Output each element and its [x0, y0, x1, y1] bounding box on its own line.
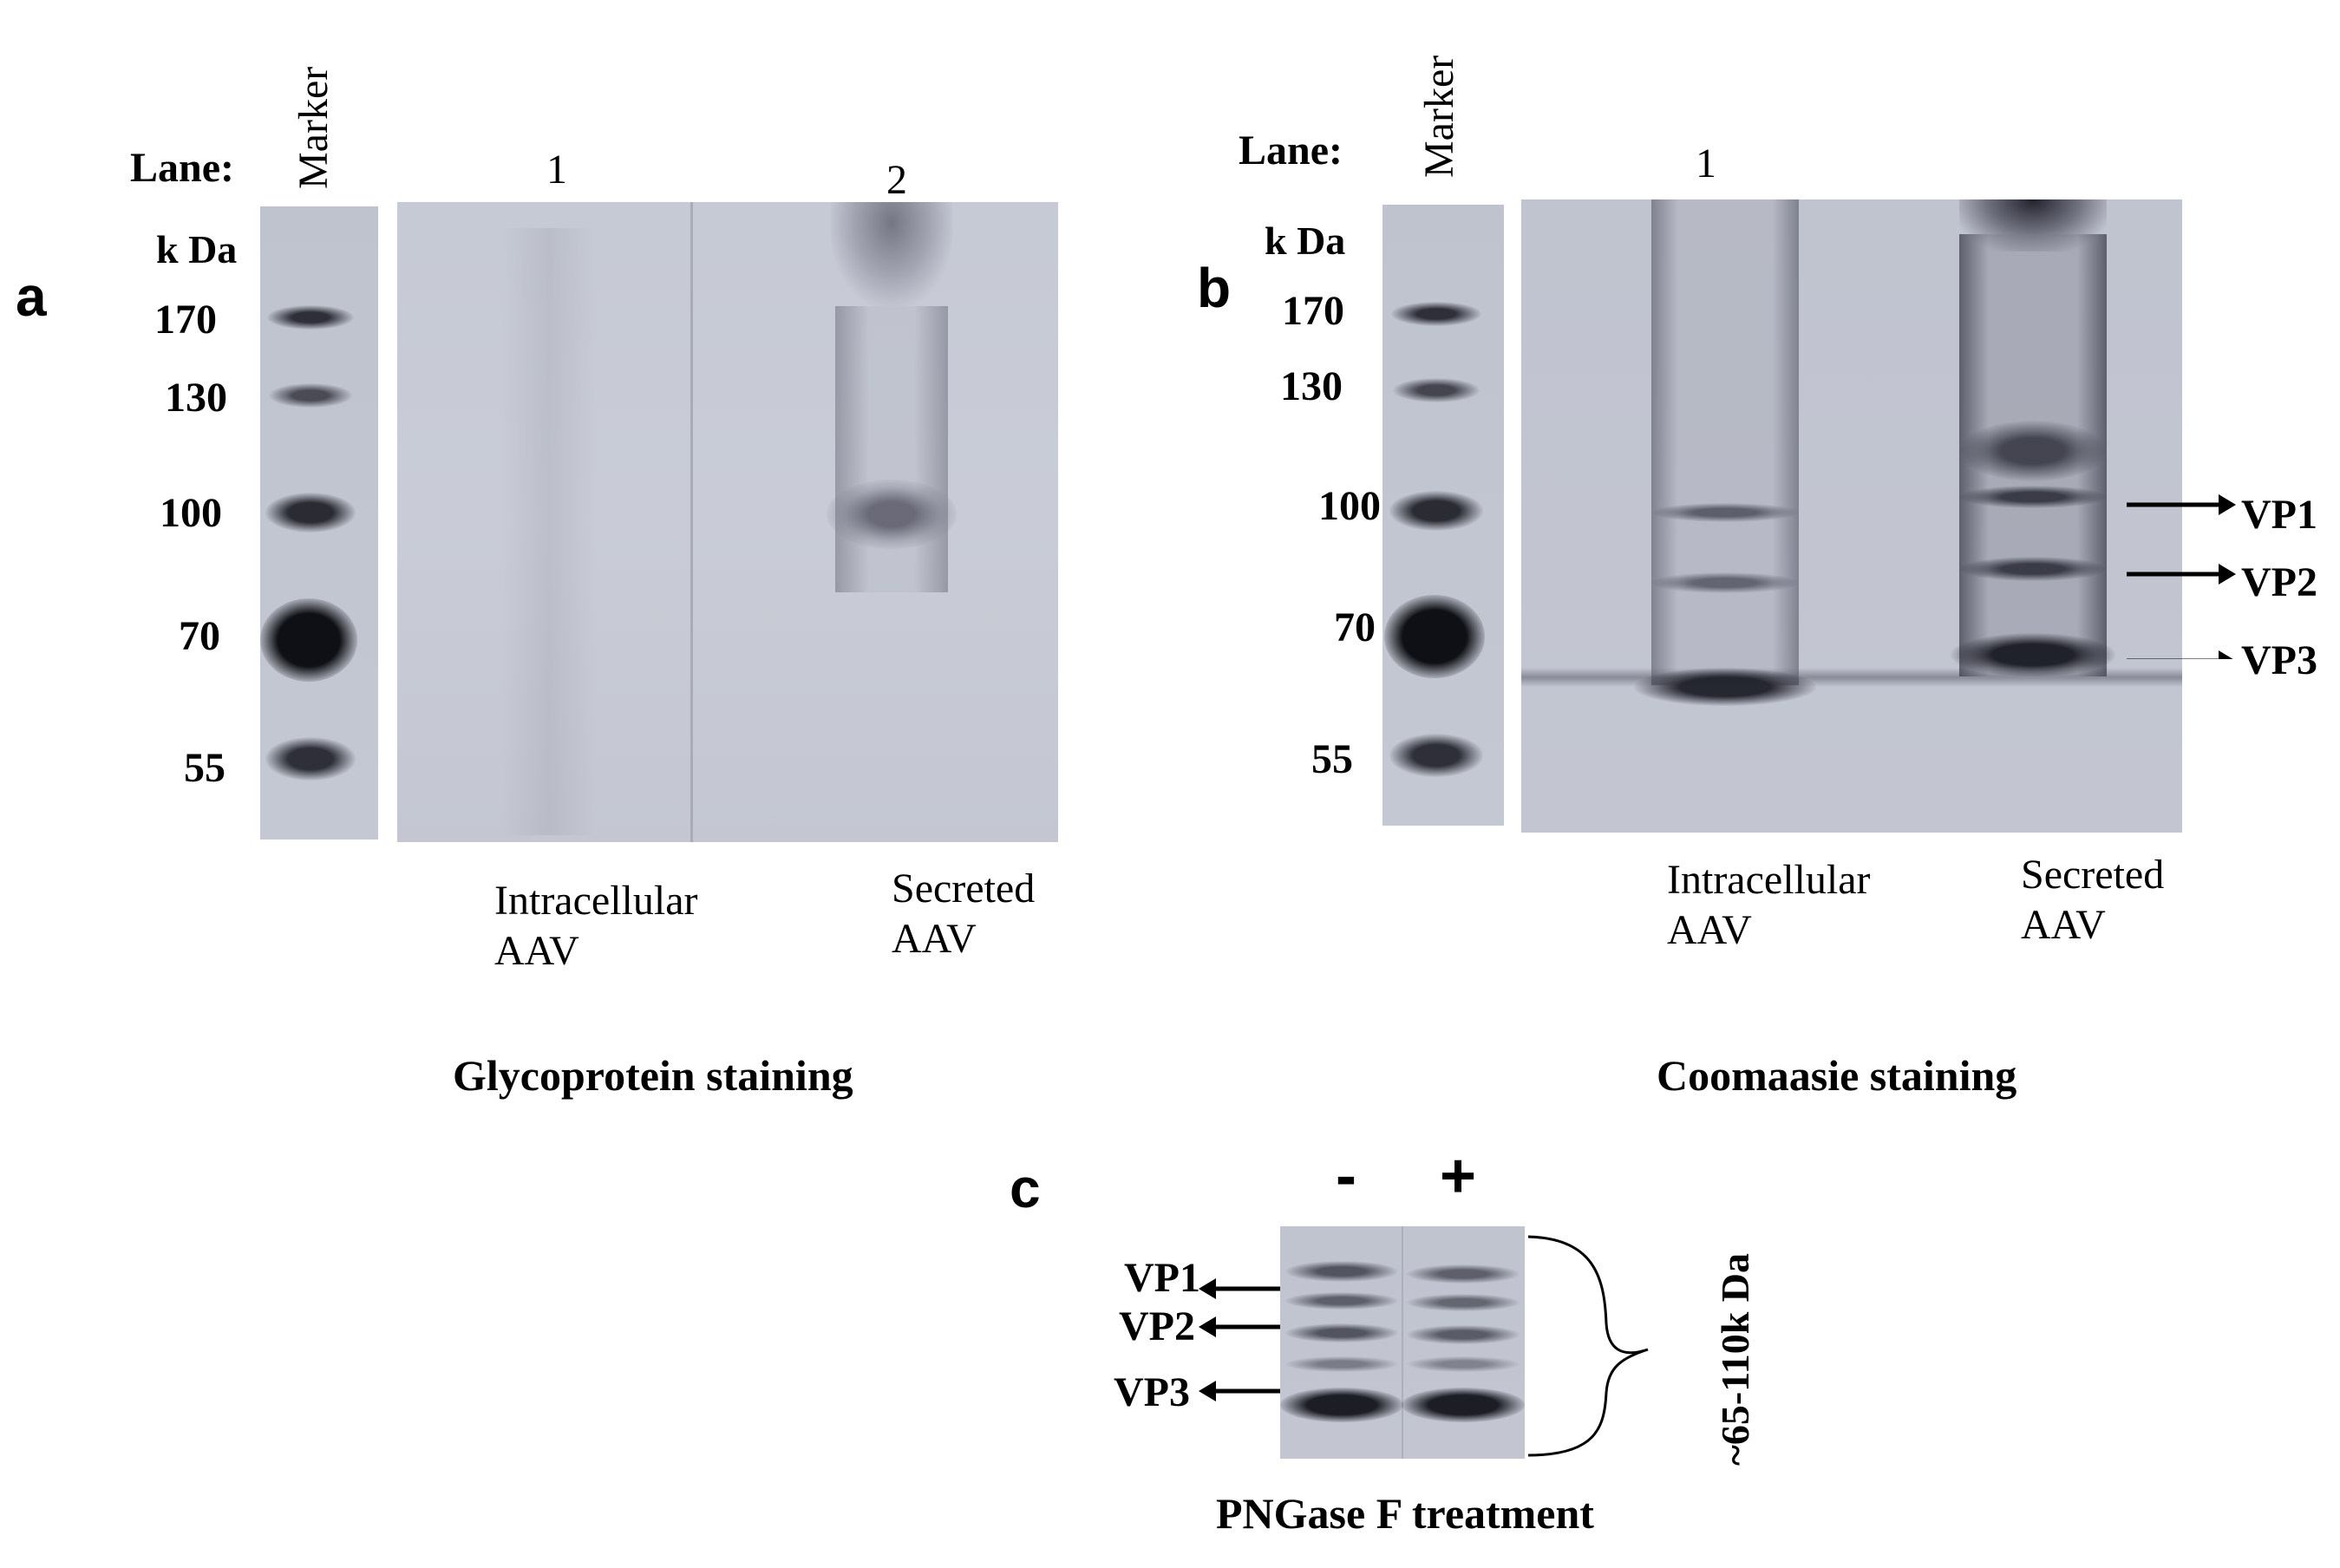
panel-a-cond-1-line2: AAV — [494, 927, 579, 974]
panel-a-lane-1-smear — [501, 228, 597, 835]
panel-a-lane-2-band-100 — [827, 480, 957, 549]
panel-b-mw-130: 130 — [1280, 363, 1343, 409]
arrow-vp1 — [2127, 494, 2236, 515]
panel-b-lane-1-vp1 — [1651, 503, 1799, 522]
panel-a-gel-seam — [690, 202, 693, 842]
marker-band-170 — [267, 305, 354, 330]
panel-b-lane-label: Lane: — [1239, 127, 1343, 173]
panel-b-vp3: VP3 — [2241, 637, 2317, 683]
panel-b-cond-2-line1: Secreted — [2021, 852, 2165, 898]
panel-a-mw-100: 100 — [160, 490, 222, 536]
panel-c-plus: + — [1440, 1141, 1477, 1211]
panel-a-cond-1-line1: Intracellular — [494, 878, 698, 924]
panel-c-plus-vp2b — [1407, 1356, 1520, 1372]
panel-a-marker-label: Marker — [291, 66, 337, 189]
panel-a-kda-label: k Da — [156, 227, 238, 271]
panel-b-cond-secreted: Secreted AAV — [2021, 850, 2246, 950]
panel-b-cond-intracellular: Intracellular AAV — [1667, 855, 1945, 955]
c-arrow-vp3 — [1199, 1381, 1289, 1401]
panel-c-vp1: VP1 — [1124, 1255, 1200, 1301]
panel-a-mw-70: 70 — [179, 613, 220, 659]
panel-b-mw-55: 55 — [1311, 736, 1353, 782]
panel-b-cond-2-line2: AAV — [2021, 901, 2106, 948]
marker-band-55 — [265, 737, 356, 781]
c-arrow-vp1 — [1199, 1278, 1289, 1299]
marker-b-band-55 — [1389, 734, 1483, 777]
panel-a-cond-2-line2: AAV — [892, 915, 977, 962]
panel-c-minus-vp2b — [1285, 1356, 1398, 1372]
panel-b-cond-1-line1: Intracellular — [1667, 857, 1871, 903]
panel-b-letter: b — [1197, 257, 1232, 319]
panel-b-vp2: VP2 — [2241, 559, 2317, 605]
panel-b-caption: Coomaasie staining — [1657, 1051, 2017, 1100]
panel-a-mw-55: 55 — [184, 745, 226, 791]
panel-c-minus-vp1 — [1285, 1261, 1398, 1282]
panel-c-vp-arrows — [1199, 1278, 1289, 1401]
marker-b-band-70 — [1384, 595, 1485, 678]
marker-b-band-170 — [1391, 302, 1481, 326]
panel-a-cond-2-line1: Secreted — [892, 866, 1036, 911]
panel-b-lane-2-vp3 — [1951, 633, 2115, 676]
panel-c-letter: c — [1010, 1157, 1041, 1219]
panel-c-plus-vp3 — [1402, 1388, 1525, 1422]
c-arrow-vp2 — [1199, 1316, 1289, 1337]
marker-b-band-100 — [1389, 491, 1483, 531]
panel-c-gel — [1280, 1226, 1525, 1459]
panel-b-lane-1-vp2 — [1651, 572, 1799, 593]
marker-band-130 — [269, 383, 352, 408]
panel-a-sample-gel — [397, 202, 1058, 842]
panel-c-minus: - — [1336, 1141, 1356, 1211]
panel-c-range-label: ~65-110k Da — [1713, 1252, 1757, 1466]
panel-c-minus-vp2 — [1285, 1323, 1398, 1343]
panel-b-lane-2-vp1 — [1959, 486, 2107, 508]
panel-b-mw-70: 70 — [1334, 604, 1376, 650]
panel-a-letter: a — [16, 265, 47, 328]
panel-b-vp1: VP1 — [2241, 492, 2317, 538]
panel-a-lane-1: 1 — [546, 147, 567, 193]
panel-b-cond-1-line2: AAV — [1667, 906, 1752, 953]
panel-b-lane-1-smear — [1651, 199, 1799, 685]
panel-b-lane-2-smear-band — [1959, 421, 2107, 481]
panel-a-caption: Glycoprotein staining — [453, 1051, 853, 1100]
panel-b-vp-arrows — [2127, 494, 2236, 659]
marker-band-100 — [265, 493, 356, 532]
panel-b-sample-gel — [1521, 199, 2182, 833]
panel-a-lane-2: 2 — [886, 157, 907, 203]
panel-a-cond-secreted: Secreted AAV — [892, 864, 1117, 964]
marker-b-band-130 — [1393, 378, 1480, 402]
panel-c-caption: PNGase F treatment — [1216, 1489, 1594, 1538]
panel-b-kda-label: k Da — [1265, 219, 1346, 263]
panel-c-gel-seam — [1402, 1226, 1403, 1459]
panel-c-vp2: VP2 — [1119, 1303, 1195, 1349]
panel-c-brace — [1527, 1235, 1649, 1457]
panel-b-lane-1: 1 — [1696, 140, 1716, 186]
panel-c-minus-vp3 — [1280, 1388, 1403, 1422]
panel-a-lane-label: Lane: — [130, 145, 234, 191]
panel-a-cond-intracellular: Intracellular AAV — [494, 876, 772, 976]
panel-b-marker-lane — [1382, 205, 1504, 826]
panel-c-plus-vp1 — [1407, 1264, 1520, 1284]
panel-b-marker-label: Marker — [1416, 55, 1462, 178]
panel-a-mw-170: 170 — [154, 297, 217, 343]
panel-a-lane-2-smear-mid — [835, 306, 948, 592]
panel-b-mw-170: 170 — [1282, 288, 1344, 334]
panel-c-plus-vp2 — [1407, 1325, 1520, 1344]
panel-a-marker-lane — [260, 206, 378, 840]
marker-band-70 — [260, 598, 357, 682]
arrow-vp2 — [2127, 564, 2236, 585]
panel-a-mw-130: 130 — [165, 375, 227, 421]
panel-c-plus-vp1b — [1407, 1294, 1520, 1311]
arrow-vp3 — [2127, 650, 2233, 659]
panel-b-lane-1-vp3 — [1634, 668, 1816, 706]
panel-c-minus-vp1b — [1285, 1292, 1398, 1310]
panel-c-vp3: VP3 — [1114, 1369, 1190, 1415]
panel-b-mw-100: 100 — [1318, 483, 1381, 529]
panel-b-lane-2-vp2 — [1959, 557, 2107, 581]
panel-a-lane-2-smear-top — [831, 202, 952, 306]
